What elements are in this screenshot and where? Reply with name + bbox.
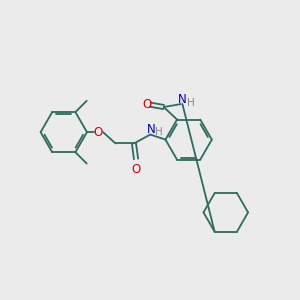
Text: O: O: [142, 98, 152, 111]
Text: H: H: [187, 98, 195, 108]
Text: N: N: [177, 93, 186, 106]
Text: O: O: [131, 163, 141, 176]
Text: H: H: [155, 127, 163, 137]
Text: N: N: [147, 123, 156, 136]
Text: O: O: [94, 126, 103, 139]
